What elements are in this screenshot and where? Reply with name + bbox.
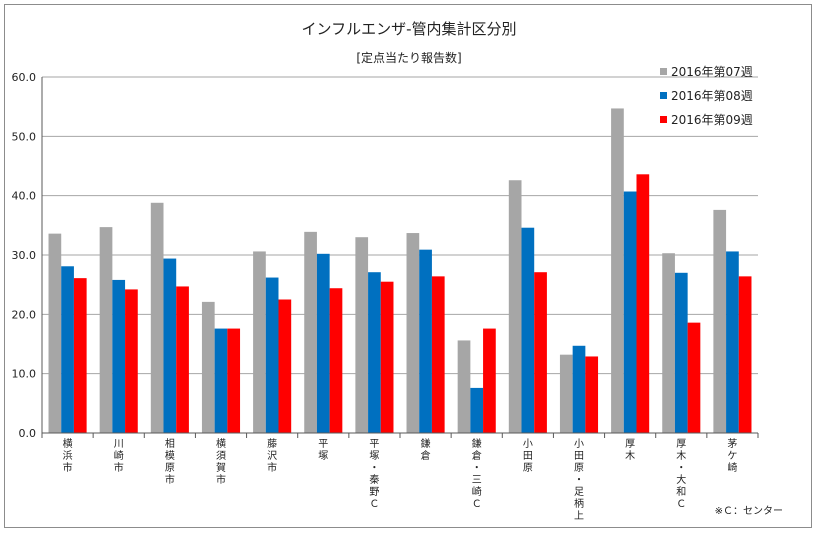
x-category-label: 相模原市	[165, 437, 175, 486]
x-category-label: 厚木・大和Ｃ	[676, 438, 686, 510]
x-category-label: 茅ケ崎	[727, 438, 737, 474]
x-category-label: 平塚	[318, 439, 328, 462]
bar	[457, 340, 471, 433]
bar	[431, 276, 445, 433]
x-category-labels: 横浜市 川崎市 相模原市 横須賀市 藤沢市 平塚 平塚・秦野Ｃ 鎌倉 鎌倉・三崎Ｃ 小田原 小田原・…	[63, 437, 738, 522]
legend-swatch	[660, 92, 667, 99]
x-category-label: 横浜市	[63, 437, 73, 474]
chart-title: インフルエンザ-管内集計区分別	[302, 20, 517, 38]
bar	[304, 231, 317, 433]
footnote: ※Ｃ：センター	[715, 505, 783, 517]
bar	[687, 322, 701, 433]
bar	[214, 328, 228, 433]
legend: 2016年第07週 2016年第08週 2016年第09週	[660, 65, 753, 127]
legend-label: 2016年第08週	[671, 89, 753, 103]
bar	[585, 356, 599, 433]
x-category-label: 横須賀市	[216, 437, 226, 486]
bars	[48, 108, 752, 434]
x-category-label: 鎌倉・三崎Ｃ	[472, 437, 482, 510]
bar	[483, 328, 496, 433]
bar	[572, 345, 586, 433]
bar	[559, 354, 573, 433]
bar	[470, 387, 484, 433]
axes	[41, 77, 759, 438]
y-tick-labels: 0.0 10.0 20.0 30.0 40.0 50.0 60.0	[12, 71, 37, 440]
legend-swatch	[660, 116, 667, 123]
bar	[99, 227, 113, 433]
bar	[738, 276, 752, 433]
gridlines	[42, 76, 758, 375]
bar	[355, 237, 369, 433]
legend-label: 2016年第09週	[671, 113, 753, 127]
x-category-label: 小田原	[523, 438, 533, 474]
bar	[73, 278, 87, 433]
bar	[674, 272, 688, 433]
bar	[534, 272, 547, 433]
bar	[611, 108, 624, 434]
x-category-label: 藤沢市	[267, 438, 277, 474]
bar	[521, 227, 535, 433]
legend-label: 2016年第07週	[671, 65, 753, 79]
x-category-label: 厚木	[625, 438, 635, 462]
bar	[48, 233, 62, 433]
bar	[713, 209, 727, 433]
y-tick-label: 40.0	[12, 190, 37, 203]
bar	[125, 289, 138, 433]
bar	[61, 266, 74, 433]
x-category-label: 小田原・足柄上	[574, 438, 584, 522]
bar	[636, 174, 650, 433]
bar	[662, 253, 675, 433]
bar	[176, 286, 189, 433]
bar	[368, 272, 381, 433]
x-category-label: 平塚・秦野Ｃ	[369, 439, 379, 510]
bar	[201, 301, 215, 433]
y-tick-label: 30.0	[12, 249, 37, 262]
bar	[265, 277, 279, 433]
y-tick-label: 0.0	[19, 427, 37, 440]
chart-subtitle: [定点当たり報告数]	[356, 50, 461, 65]
bar	[380, 281, 394, 433]
bar	[150, 202, 164, 433]
bar	[726, 251, 739, 433]
bar	[623, 191, 637, 433]
x-category-label: 川崎市	[114, 439, 124, 474]
bar	[316, 253, 330, 433]
bar	[508, 180, 522, 433]
x-category-label: 鎌倉	[421, 437, 431, 462]
y-tick-label: 50.0	[12, 130, 37, 143]
bar	[419, 249, 432, 433]
bar	[163, 258, 177, 433]
y-tick-label: 20.0	[12, 308, 37, 321]
y-tick-label: 60.0	[12, 71, 37, 84]
bar	[278, 299, 292, 433]
bar	[253, 251, 266, 433]
bar	[112, 279, 126, 433]
bar	[406, 233, 420, 433]
bar	[329, 288, 343, 433]
legend-swatch	[660, 68, 667, 75]
y-tick-label: 10.0	[12, 368, 37, 381]
bar	[227, 328, 241, 433]
